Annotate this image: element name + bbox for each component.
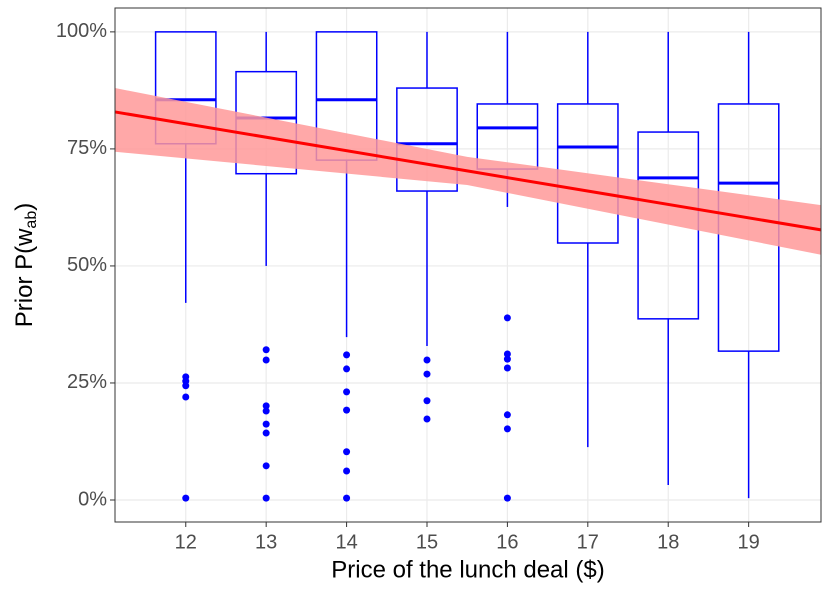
outlier bbox=[182, 393, 190, 401]
outlier bbox=[503, 425, 511, 433]
y-title-close: ) bbox=[11, 203, 38, 211]
outlier bbox=[262, 346, 270, 354]
panel-border bbox=[114, 7, 822, 523]
x-tick-label: 18 bbox=[657, 531, 679, 553]
x-axis-title: Price of the lunch deal ($) bbox=[331, 556, 604, 583]
outlier bbox=[262, 494, 270, 502]
y-axis-title: Prior P(wab) bbox=[11, 203, 40, 327]
outlier bbox=[423, 356, 431, 364]
outlier bbox=[503, 314, 511, 322]
outlier bbox=[262, 356, 270, 364]
y-tick-label: 75% bbox=[67, 137, 107, 159]
outlier bbox=[343, 351, 351, 359]
box bbox=[396, 87, 458, 192]
marks bbox=[114, 31, 822, 502]
x-tick-label: 15 bbox=[416, 531, 438, 553]
outlier bbox=[343, 365, 351, 373]
y-title-text: Prior P(w bbox=[11, 228, 38, 327]
y-tick-label: 0% bbox=[78, 488, 107, 510]
outlier bbox=[503, 355, 511, 363]
outlier bbox=[423, 415, 431, 423]
outlier bbox=[262, 420, 270, 428]
x-tick-label: 17 bbox=[577, 531, 599, 553]
x-tick-label: 13 bbox=[255, 531, 277, 553]
trend-line bbox=[114, 110, 822, 232]
outlier bbox=[343, 388, 351, 396]
outlier bbox=[262, 402, 270, 410]
x-tick-label: 16 bbox=[496, 531, 518, 553]
y-tick-label: 100% bbox=[56, 20, 107, 42]
outlier bbox=[503, 364, 511, 372]
y-tick-label: 50% bbox=[67, 254, 107, 276]
outlier bbox=[503, 350, 511, 358]
x-tick-label: 14 bbox=[335, 531, 357, 553]
outlier bbox=[262, 407, 270, 415]
outlier bbox=[262, 429, 270, 437]
outlier bbox=[182, 382, 190, 390]
y-title-sub: ab bbox=[23, 211, 40, 229]
outlier bbox=[503, 494, 511, 502]
outlier bbox=[182, 494, 190, 502]
outlier bbox=[262, 462, 270, 470]
outlier bbox=[423, 397, 431, 405]
outlier bbox=[343, 406, 351, 414]
y-tick-label: 25% bbox=[67, 371, 107, 393]
outlier bbox=[503, 411, 511, 419]
outlier bbox=[343, 448, 351, 456]
x-tick-label: 12 bbox=[175, 531, 197, 553]
outlier bbox=[343, 467, 351, 475]
x-tick-label: 19 bbox=[738, 531, 760, 553]
outlier bbox=[423, 370, 431, 378]
outlier bbox=[343, 494, 351, 502]
